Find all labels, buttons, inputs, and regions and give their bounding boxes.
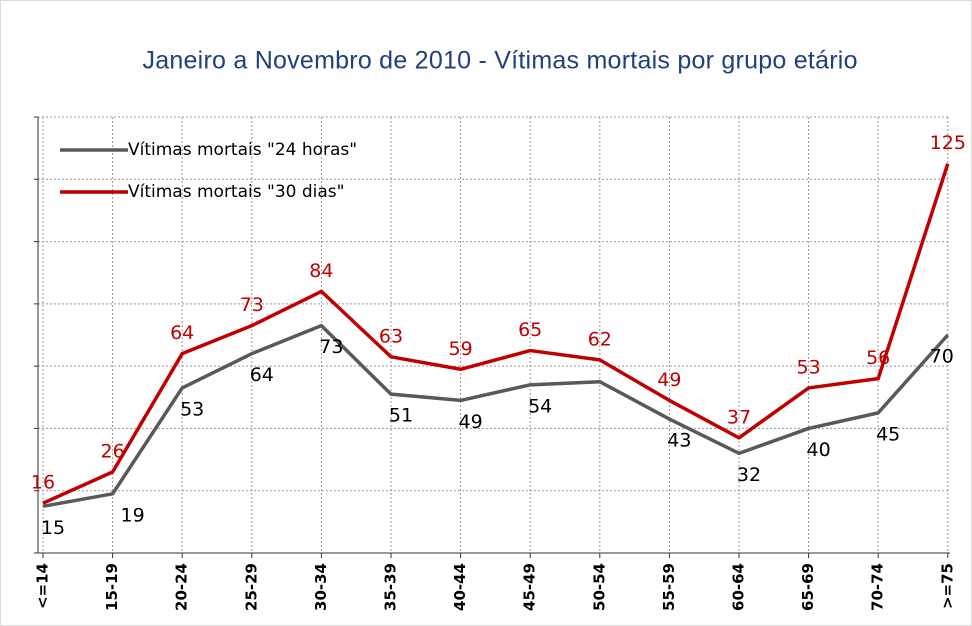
data-label: 56 <box>866 347 890 369</box>
series-line <box>42 163 950 505</box>
data-label: 65 <box>518 319 542 341</box>
x-tick-label: 40-44 <box>451 563 469 611</box>
x-tick-label: 15-19 <box>103 563 121 611</box>
x-tick-label: >=75 <box>938 563 956 609</box>
data-label: 84 <box>309 260 333 282</box>
data-label: 62 <box>588 328 612 350</box>
data-label: 32 <box>737 464 761 486</box>
x-tick-label: 30-34 <box>312 563 330 611</box>
series-line <box>42 323 950 509</box>
data-label: 53 <box>797 356 821 378</box>
legend-label: Vítimas mortais "30 dias" <box>128 182 344 202</box>
x-tick-label: 20-24 <box>173 563 191 611</box>
x-tick-label: 60-64 <box>730 563 748 611</box>
data-label: 19 <box>121 504 145 526</box>
data-label: 15 <box>41 517 65 539</box>
data-label: 49 <box>657 369 681 391</box>
x-tick-label: 45-49 <box>521 563 539 611</box>
data-label: 51 <box>389 405 413 427</box>
data-label: 43 <box>667 430 691 452</box>
data-label: 16 <box>31 472 55 494</box>
data-label: 125 <box>930 132 966 154</box>
data-label: 63 <box>379 325 403 347</box>
x-tick-label: 70-74 <box>869 563 887 611</box>
data-label: 53 <box>180 398 204 420</box>
data-label: 73 <box>240 294 264 316</box>
data-label: 49 <box>459 411 483 433</box>
x-tick-label: 55-59 <box>660 563 678 611</box>
x-tick-label: 65-69 <box>799 563 817 611</box>
data-label: 73 <box>319 336 343 358</box>
chart-title: Janeiro a Novembro de 2010 - Vítimas mor… <box>143 47 858 75</box>
x-tick-label: 50-54 <box>590 563 608 611</box>
data-label: 70 <box>930 346 954 368</box>
legend-label: Vítimas mortais "24 horas" <box>128 140 357 160</box>
data-label: 64 <box>170 322 194 344</box>
data-label: 37 <box>727 406 751 428</box>
data-label: 54 <box>528 395 552 417</box>
data-label: 40 <box>807 439 831 461</box>
x-tick-label: 25-29 <box>242 563 260 611</box>
x-tick-label: 35-39 <box>382 563 400 611</box>
data-label: 64 <box>250 364 274 386</box>
data-label: 26 <box>101 441 125 463</box>
data-label: 45 <box>876 423 900 445</box>
x-tick-label: <=14 <box>34 563 52 609</box>
data-label: 59 <box>449 338 473 360</box>
